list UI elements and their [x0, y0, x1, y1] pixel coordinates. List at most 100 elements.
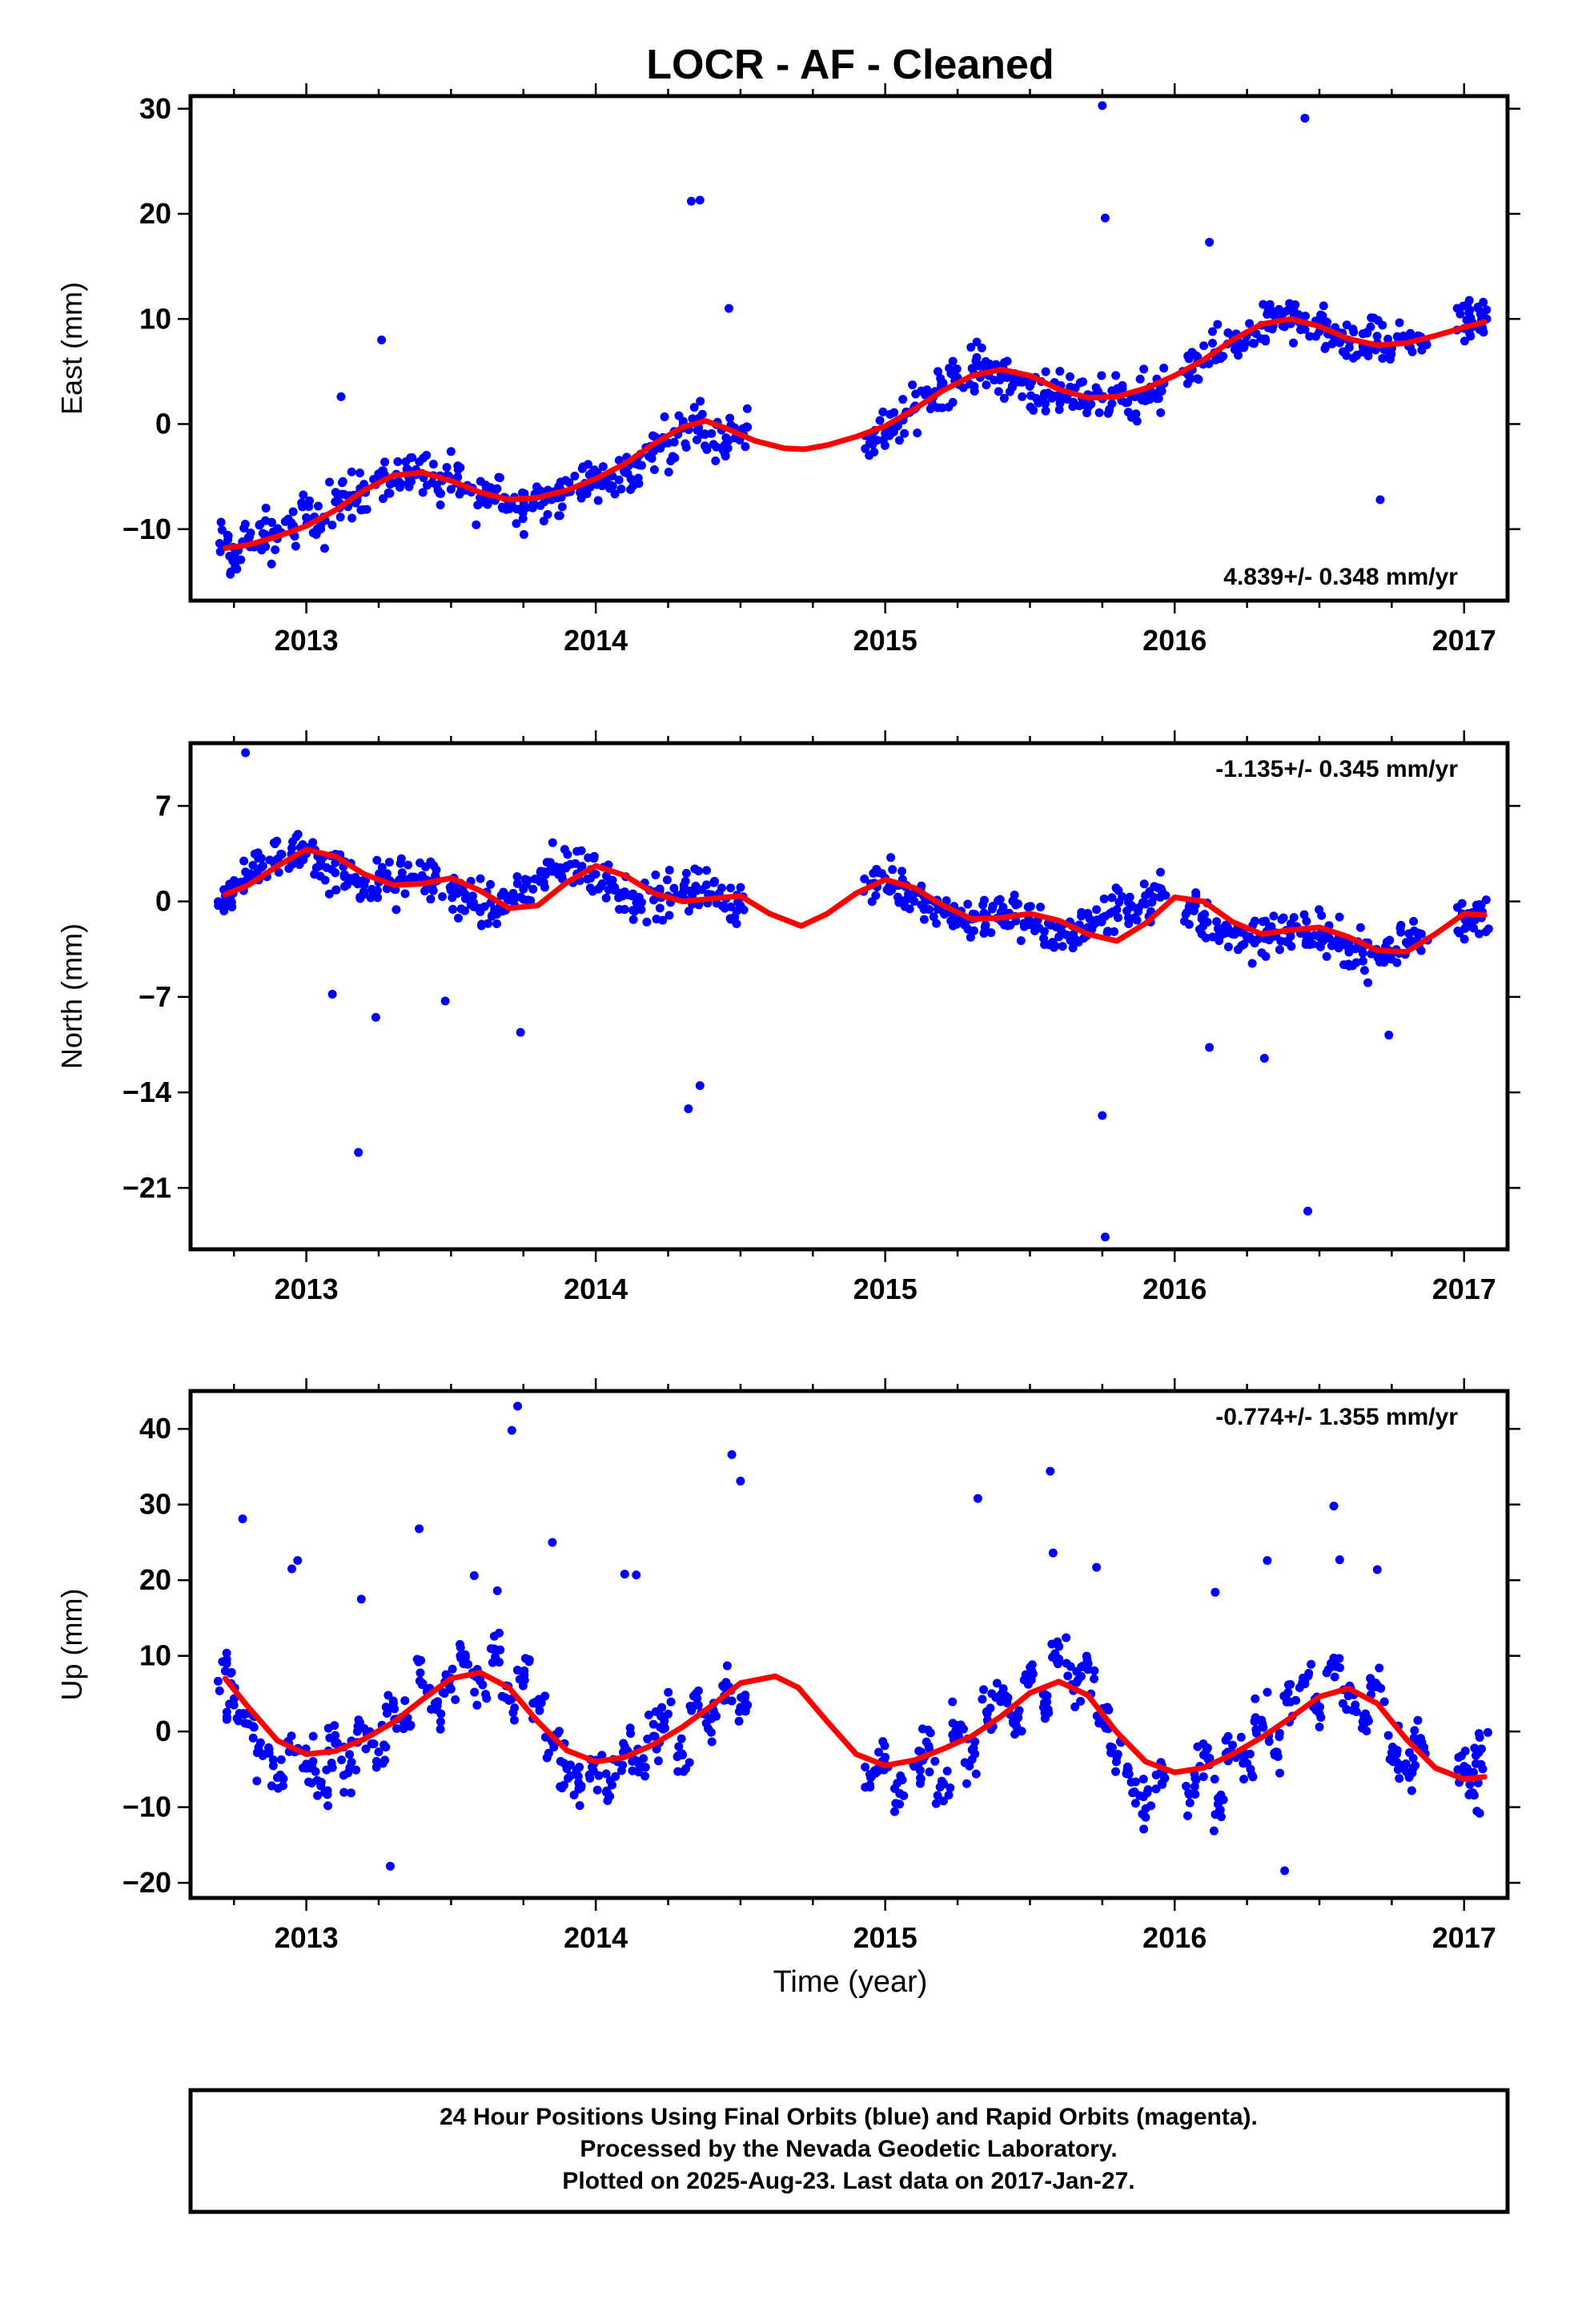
north-data-point — [359, 887, 368, 896]
east-data-point — [697, 409, 707, 419]
up-data-point — [1248, 1772, 1258, 1782]
east-data-point — [1107, 399, 1117, 408]
up-outlier-point — [1372, 1565, 1382, 1574]
up-data-point — [1460, 1746, 1470, 1755]
north-data-point — [476, 874, 485, 883]
up-data-point — [556, 1756, 565, 1766]
up-data-point — [1076, 1671, 1086, 1681]
east-x-tick-label: 2015 — [853, 624, 917, 657]
east-data-point — [255, 521, 264, 530]
east-y-axis-label: East (mm) — [55, 282, 88, 415]
north-data-point — [543, 867, 552, 877]
up-data-point — [252, 1748, 262, 1758]
up-data-point — [1366, 1682, 1375, 1691]
north-data-point — [431, 870, 440, 880]
north-data-point — [521, 880, 531, 890]
east-data-point — [605, 484, 615, 493]
up-data-point — [958, 1724, 968, 1734]
east-data-point — [1320, 344, 1330, 353]
north-data-point — [1072, 935, 1082, 945]
up-data-point — [308, 1731, 318, 1741]
east-data-point — [1383, 334, 1393, 344]
up-data-point — [1251, 1694, 1260, 1703]
north-data-point — [1161, 891, 1170, 900]
up-data-point — [304, 1777, 314, 1787]
north-data-point — [1208, 932, 1218, 942]
up-data-point — [930, 1756, 940, 1766]
north-data-point — [681, 869, 691, 879]
north-data-point — [617, 891, 627, 901]
east-data-point — [1135, 374, 1145, 384]
east-data-point — [1291, 300, 1300, 310]
east-outlier-point — [724, 304, 733, 313]
north-outlier-point — [695, 1081, 705, 1091]
up-data-point — [640, 1771, 650, 1781]
up-data-point — [488, 1644, 498, 1654]
east-data-point — [1191, 351, 1201, 360]
up-data-point — [456, 1642, 465, 1652]
north-data-point — [1475, 929, 1484, 939]
east-data-point — [1479, 297, 1488, 307]
north-data-point — [1110, 927, 1119, 936]
north-data-point — [1011, 916, 1021, 926]
east-data-point — [933, 403, 942, 412]
east-data-point — [1386, 355, 1395, 364]
up-data-point — [1464, 1790, 1474, 1799]
east-data-point — [1054, 391, 1064, 400]
north-data-point — [691, 881, 701, 891]
east-data-point — [1204, 359, 1214, 368]
up-data-point — [565, 1771, 575, 1781]
east-data-point — [709, 440, 718, 449]
east-data-point — [1082, 408, 1092, 418]
up-data-point — [1184, 1788, 1194, 1798]
up-data-point — [880, 1741, 889, 1751]
east-data-point — [331, 488, 340, 497]
north-data-point — [636, 905, 646, 915]
up-data-point — [436, 1717, 445, 1727]
north-data-point — [1189, 907, 1199, 916]
north-data-point — [1016, 936, 1026, 946]
up-data-point — [1062, 1633, 1071, 1642]
north-data-point — [642, 917, 652, 927]
up-fit-curve — [222, 1670, 1488, 1783]
east-data-point — [223, 531, 233, 541]
up-outlier-point — [293, 1556, 303, 1566]
north-data-point — [244, 871, 254, 881]
east-y-tick-label: 10 — [139, 302, 171, 335]
up-data-point — [1397, 1760, 1407, 1770]
north-data-point — [860, 875, 869, 884]
north-data-point — [1087, 925, 1097, 935]
up-data-point — [608, 1780, 617, 1790]
north-data-point — [933, 904, 942, 914]
up-data-point — [948, 1719, 958, 1728]
east-data-point — [696, 396, 705, 406]
north-data-point — [694, 866, 704, 876]
east-outlier-point — [1300, 114, 1310, 123]
east-data-point — [1478, 308, 1488, 318]
north-data-point — [1221, 920, 1231, 930]
up-data-point — [942, 1766, 952, 1775]
up-data-point — [923, 1725, 933, 1735]
east-data-point — [619, 467, 628, 476]
east-data-point — [585, 482, 595, 492]
east-data-point — [725, 413, 735, 423]
east-data-point — [869, 448, 879, 457]
north-data-point — [1215, 936, 1224, 946]
up-outlier-point — [356, 1594, 366, 1604]
up-data-point — [1275, 1732, 1284, 1742]
up-data-point — [1151, 1770, 1161, 1779]
east-data-point — [592, 480, 602, 489]
north-data-point — [1484, 924, 1493, 934]
up-y-tick-label: 20 — [139, 1563, 171, 1596]
east-data-point — [570, 472, 580, 481]
north-data-point — [1182, 907, 1191, 917]
east-data-point — [1322, 317, 1331, 327]
east-outlier-point — [686, 196, 696, 206]
up-data-point — [1342, 1705, 1351, 1715]
east-data-point — [215, 547, 225, 557]
north-data-point — [1461, 923, 1471, 932]
north-data-point — [1108, 907, 1118, 917]
up-data-point — [569, 1790, 579, 1799]
east-data-point — [385, 480, 395, 489]
